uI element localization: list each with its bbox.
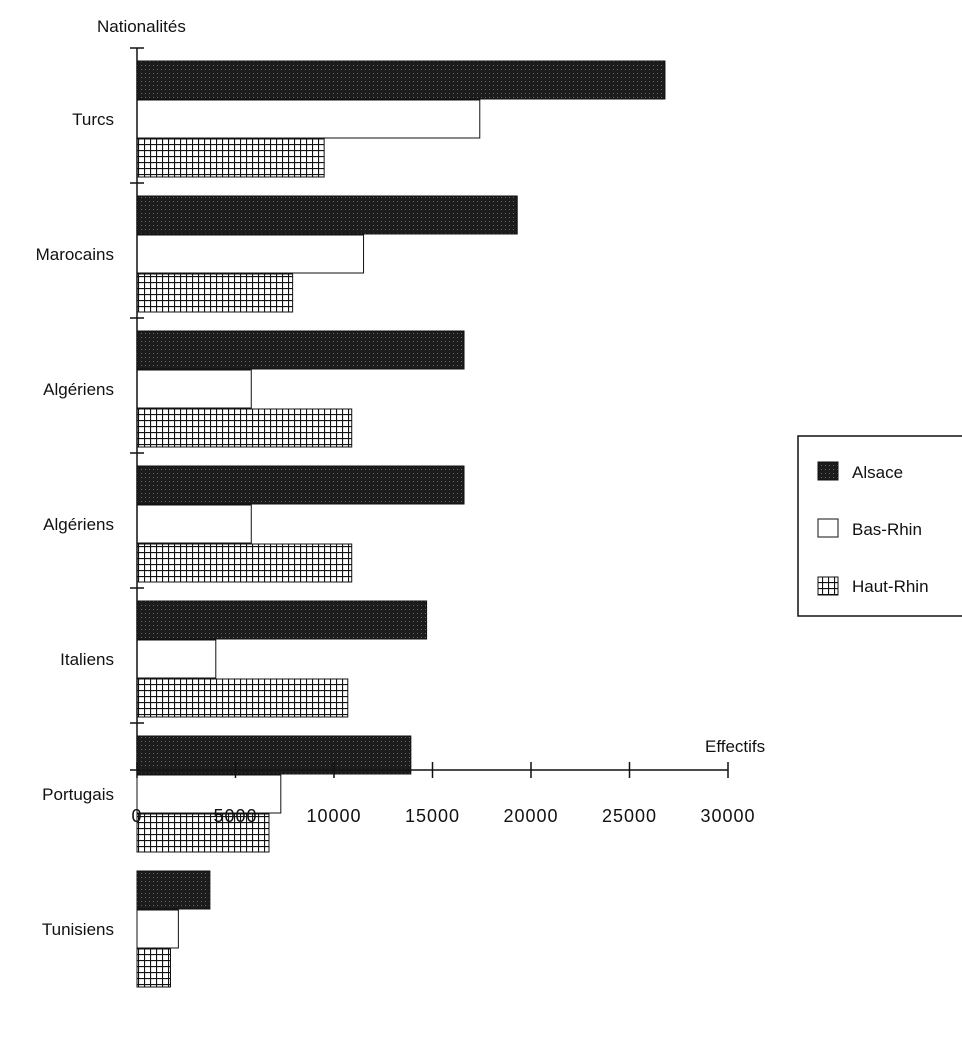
x-tick-label-5: 20000 [503,806,558,826]
bars-group [136,60,666,988]
legend-swatch-bas-rhin [817,518,839,538]
y-axis-title: Nationalités [97,17,186,36]
legend: Alsace Bas-Rhin Haut-Rhin [797,435,962,617]
category-label-7: Tunisiens [42,920,114,939]
bar-alsace-7 [136,870,211,910]
bar-haut-rhin-5 [136,678,349,718]
bar-bas-rhin-6 [136,774,282,814]
bar-bas-rhin-1 [136,99,481,139]
bar-haut-rhin-7 [136,948,171,988]
bar-haut-rhin-4 [136,543,353,583]
category-label-2: Marocains [36,245,114,264]
bar-alsace-3 [136,330,465,370]
category-label-5: Italiens [60,650,114,669]
legend-label-bas-rhin: Bas-Rhin [852,520,922,539]
bar-bas-rhin-5 [136,639,217,679]
bar-alsace-2 [136,195,518,235]
x-tick-label-6: 25000 [602,806,657,826]
bar-alsace-4 [136,465,465,505]
bar-haut-rhin-2 [136,273,294,313]
x-axis-title: Effectifs [705,737,765,756]
legend-swatch-haut-rhin [817,576,839,596]
category-label-4: Algériens [43,515,114,534]
bar-haut-rhin-3 [136,408,353,448]
x-tick-label-2: 5000 [213,806,257,826]
axes: 0 5000 10000 15000 20000 25000 30000 [130,47,755,826]
x-tick-label-3: 10000 [306,806,361,826]
bar-alsace-6 [136,735,412,775]
x-tick-label-4: 15000 [405,806,460,826]
legend-label-haut-rhin: Haut-Rhin [852,577,929,596]
bar-alsace-1 [136,60,666,100]
bar-bas-rhin-2 [136,234,365,274]
bar-alsace-5 [136,600,428,640]
category-label-1: Turcs [72,110,114,129]
x-tick-label-1: 0 [131,806,142,826]
bar-haut-rhin-6 [136,813,270,853]
category-labels: Turcs Marocains Algériens Algériens Italiens… [36,110,114,939]
legend-label-alsace: Alsace [852,463,903,482]
category-label-6: Portugais [42,785,114,804]
bar-haut-rhin-1 [136,138,325,178]
bar-bas-rhin-7 [136,909,179,949]
bar-bas-rhin-3 [136,369,252,409]
legend-swatch-alsace [817,461,839,481]
bar-bas-rhin-4 [136,504,252,544]
x-tick-label-7: 30000 [700,806,755,826]
category-label-3: Algériens [43,380,114,399]
